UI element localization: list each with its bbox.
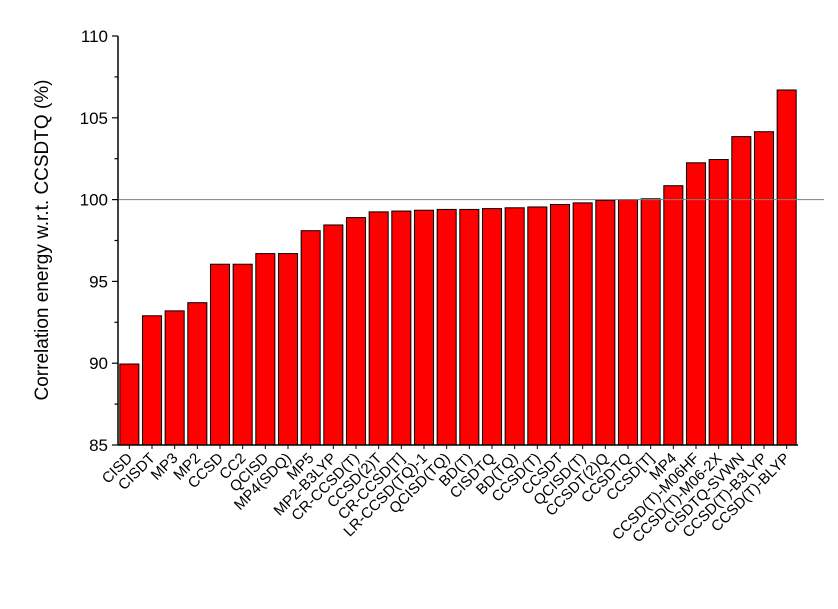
- bar-21: [572, 202, 593, 446]
- bar-9: [300, 230, 321, 446]
- bar-27: [708, 159, 729, 446]
- bar-12: [368, 211, 389, 446]
- y-tick-label: 100: [80, 191, 108, 210]
- bar-10: [323, 224, 344, 446]
- bar-4: [187, 302, 208, 446]
- y-tick-label: 85: [89, 436, 108, 455]
- bar-29: [753, 131, 775, 446]
- bar-5: [209, 263, 231, 446]
- y-ticks-group: 85 90 95 100 105 110: [80, 27, 118, 455]
- y-tick-label: 95: [89, 272, 108, 291]
- y-tick-label: 110: [81, 27, 108, 46]
- bar-2: [141, 315, 163, 446]
- bar-20: [549, 204, 571, 446]
- bar-30: [776, 89, 797, 446]
- y-axis-title: Correlation energy w.r.t. CCSDTQ (%): [32, 80, 53, 401]
- bar-16: [459, 208, 480, 446]
- bar-1: [119, 363, 140, 446]
- bar-24: [640, 198, 661, 446]
- bar-3: [164, 310, 185, 446]
- bar-22: [595, 199, 616, 446]
- bar-11: [345, 217, 367, 446]
- bar-7: [255, 253, 276, 446]
- bar-19: [527, 206, 548, 446]
- bar-8: [277, 253, 299, 446]
- bar-15: [436, 208, 457, 446]
- bar-25: [663, 185, 684, 446]
- bar-17: [481, 208, 503, 446]
- bar-18: [504, 207, 525, 446]
- bar-14: [413, 209, 435, 446]
- bar-13: [391, 210, 412, 446]
- bar-23: [617, 199, 639, 446]
- bar-26: [685, 162, 707, 446]
- y-tick-label: 105: [80, 109, 108, 128]
- bar-6: [232, 263, 253, 446]
- bar-28: [731, 136, 752, 446]
- x-labels-group: CISDCISDTMP3MP2CCSDCC2QCISDMP4(SDQ)MP5MP…: [99, 445, 793, 546]
- bars-group: [119, 89, 797, 446]
- y-tick-label: 90: [89, 354, 108, 373]
